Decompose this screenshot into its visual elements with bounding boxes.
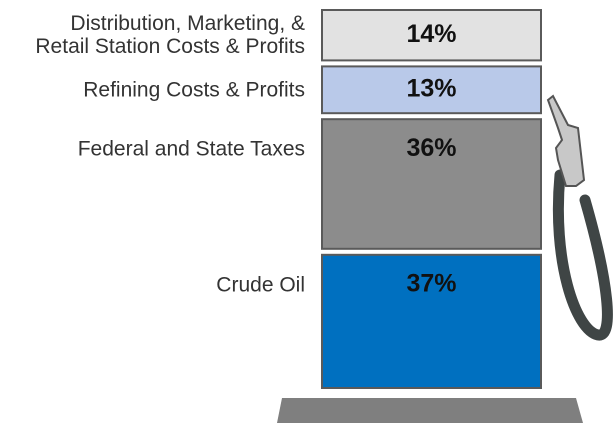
value-label: 37% [406,269,456,297]
value-label: 36% [406,134,456,162]
bar-segment [321,9,542,62]
category-label: Federal and State Taxes [77,137,305,161]
value-label: 14% [406,20,456,48]
bar-segment [321,118,542,250]
nozzle [546,94,586,187]
category-label: Crude Oil [216,273,305,297]
pump-base [277,398,583,423]
hose [552,169,613,341]
category-label: Distribution, Marketing, & Retail Statio… [35,12,305,59]
bar-segment [321,65,542,115]
value-label: 13% [406,74,456,102]
bar-segment [321,253,542,389]
category-label: Refining Costs & Profits [83,78,305,102]
